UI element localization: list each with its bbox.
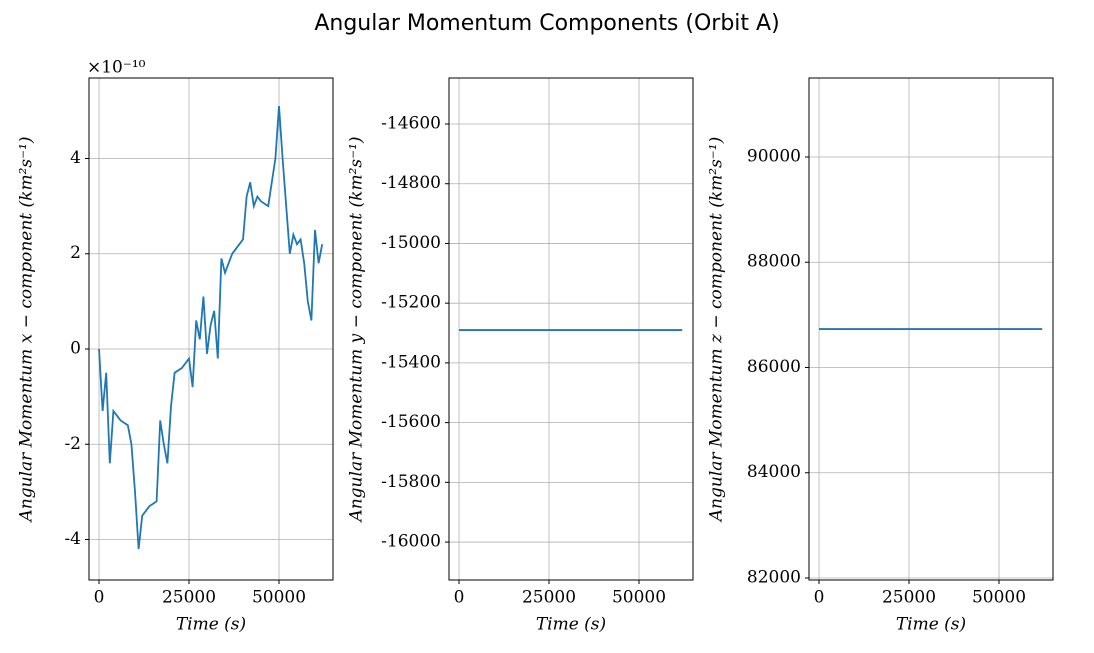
x-axis-label: Time (s) [176,615,246,635]
x-axis-label: Time (s) [896,615,966,635]
x-tick-label: 50000 [972,588,1026,608]
y-tick-label: -16000 [381,532,441,552]
y-tick-label: -15600 [381,412,441,432]
y-axis-label: Angular Momentum x − component (km²s⁻¹) [17,136,37,523]
y-tick-label: -14800 [381,173,441,193]
y-tick-label: -15000 [381,233,441,253]
axes-frame [448,77,694,581]
figure-title: Angular Momentum Components (Orbit A) [314,11,779,36]
y-tick-label: 4 [70,148,81,168]
axes-frame [88,77,334,581]
x-axis-label: Time (s) [536,615,606,635]
y-tick-label: 86000 [747,357,801,377]
y-tick-label: 0 [70,339,81,359]
data-line [98,106,324,550]
y-tick-label: -15200 [381,293,441,313]
y-tick-label: 88000 [747,252,801,272]
x-tick-label: 25000 [522,588,576,608]
axes-frame [808,77,1054,581]
y-tick-label: -15400 [381,352,441,372]
y-tick-label: -15800 [381,472,441,492]
y-axis-label: Angular Momentum y − component (km²s⁻¹) [347,136,367,523]
x-tick-label: 50000 [252,588,306,608]
x-tick-label: 50000 [612,588,666,608]
y-tick-label: -14600 [381,113,441,133]
x-tick-label: 0 [454,588,465,608]
y-tick-label: -2 [64,434,81,454]
y-tick-label: 90000 [747,146,801,166]
x-tick-label: 0 [94,588,105,608]
y-axis-label: Angular Momentum z − component (km²s⁻¹) [707,137,727,523]
y-tick-label: 2 [70,243,81,263]
x-tick-label: 25000 [882,588,936,608]
x-tick-label: 25000 [162,588,216,608]
y-tick-label: -4 [64,529,81,549]
y-tick-label: 82000 [747,568,801,588]
y-offset-label: ×10⁻¹⁰ [87,58,146,78]
x-tick-label: 0 [814,588,825,608]
y-tick-label: 84000 [747,462,801,482]
